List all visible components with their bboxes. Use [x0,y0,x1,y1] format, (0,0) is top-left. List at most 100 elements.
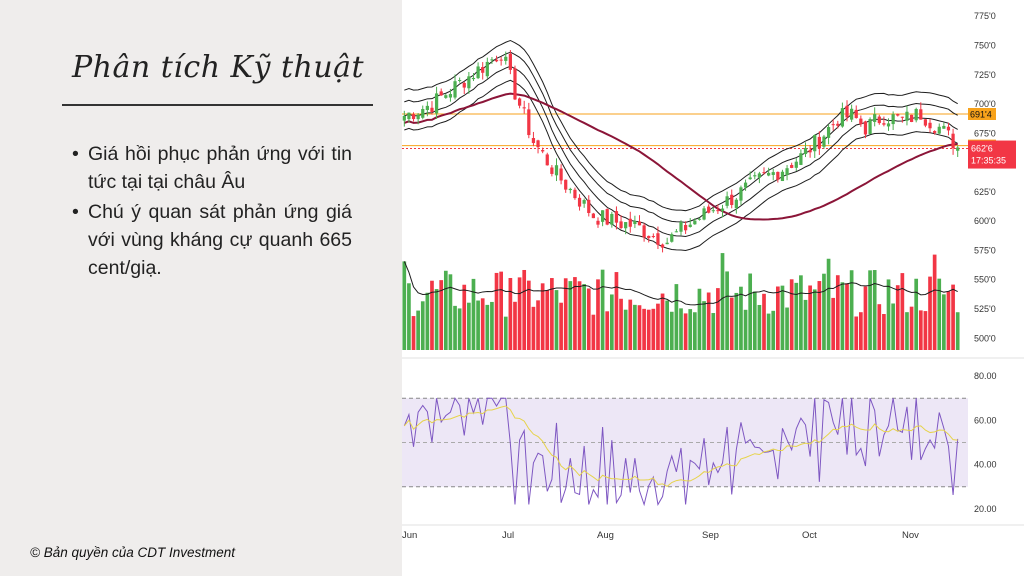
rsi-tick-label: 60.00 [974,415,997,425]
candle-body [836,123,840,126]
volume-bar [591,314,596,350]
price-tick-label: 700'0 [974,99,996,109]
candle-body [421,109,425,118]
candle-body [942,125,946,129]
rsi-line [403,397,959,507]
volume-bar [734,292,739,350]
volume-bar [679,308,683,350]
ma-long [403,92,958,221]
candle-body [494,59,499,62]
candle-body [863,121,868,135]
candle-body [946,126,951,131]
volume-bar [508,278,513,350]
candle-body [624,222,628,229]
volume-bar [951,284,955,350]
volume-bar [614,272,619,350]
volume-bar [692,312,697,350]
candle-body [517,98,522,106]
volume-bar [946,291,951,350]
price-tick-label: 600'0 [974,216,996,226]
volume-bar [471,278,476,350]
candle-body [762,172,766,174]
volume-bar [633,304,637,350]
volume-bar [656,303,660,350]
rsi-tick-label: 20.00 [974,504,997,514]
volume-bar [891,303,895,350]
volume-bar [895,285,900,350]
volume-bar [706,292,711,350]
candle-body [596,220,600,225]
volume-bar [803,299,808,350]
volume-bar [545,290,550,350]
volume-bar [918,310,923,350]
candle-body [711,210,715,212]
volume-bar [872,270,877,350]
volume-bar [526,280,531,350]
price-tick-label: 725'0 [974,70,996,80]
candle-body [817,136,821,149]
volume-bar [651,308,656,350]
volume-bar [854,316,859,350]
price-tick-label: 675'0 [974,128,996,138]
bullet-dot-icon: • [72,143,79,165]
candle-body [508,53,512,70]
volume-bar [430,280,434,350]
candle-body [605,209,609,225]
candle-body [854,109,858,119]
current-price-tag [968,140,1016,169]
volume-bar [840,282,845,350]
volume-bar [955,312,960,350]
volume-bar [882,314,886,350]
candle-body [490,59,494,61]
candle-body [541,150,545,152]
volume-bar [485,304,490,350]
candle-body [476,66,480,79]
volume-bar [434,289,439,350]
candle-body [402,115,406,121]
candle-body [928,122,932,129]
chart-area: 775'0750'0725'0700'0675'0650'0625'0600'0… [402,0,1024,576]
candle-body [868,119,872,135]
volume-bar [762,293,766,350]
volume-bar [416,310,420,350]
volume-bar [937,278,942,350]
candle-body [660,244,665,248]
month-label: Jun [402,530,417,541]
candle-body [564,179,568,190]
candle-body [697,218,702,220]
candle-body [900,116,904,118]
candle-body [458,80,462,82]
candle-body [826,127,831,138]
text-panel: Phân tích Kỹ thuật • Giá hồi phục phản ứ… [0,0,402,576]
volume-bar [513,301,517,350]
volume-bar [775,286,780,350]
title-divider [62,104,373,106]
candle-body [554,165,559,176]
candle-body [665,242,669,245]
candle-body [499,59,503,61]
volume-bar [877,304,882,350]
volume-bar [799,275,803,350]
candle-body [716,210,720,212]
volume-bar [859,312,863,350]
volume-bar [439,280,444,350]
candle-body [757,173,762,178]
month-label: Sep [702,530,719,541]
month-label: Aug [597,530,614,541]
volume-bar [646,309,651,350]
candle-body [568,188,572,191]
candle-body [748,177,752,180]
volume-bar [554,290,559,350]
volume-bar [794,282,799,350]
volume-bar [914,278,919,350]
candle-body [522,107,526,109]
volume-bar [559,302,563,350]
candle-body [831,124,835,126]
volume-bar [868,270,872,350]
candle-body [790,164,794,168]
candle-body [859,118,863,125]
volume-bar [402,261,407,350]
volume-bar [826,258,831,350]
candle-body [845,105,849,118]
candle-body [808,150,812,153]
